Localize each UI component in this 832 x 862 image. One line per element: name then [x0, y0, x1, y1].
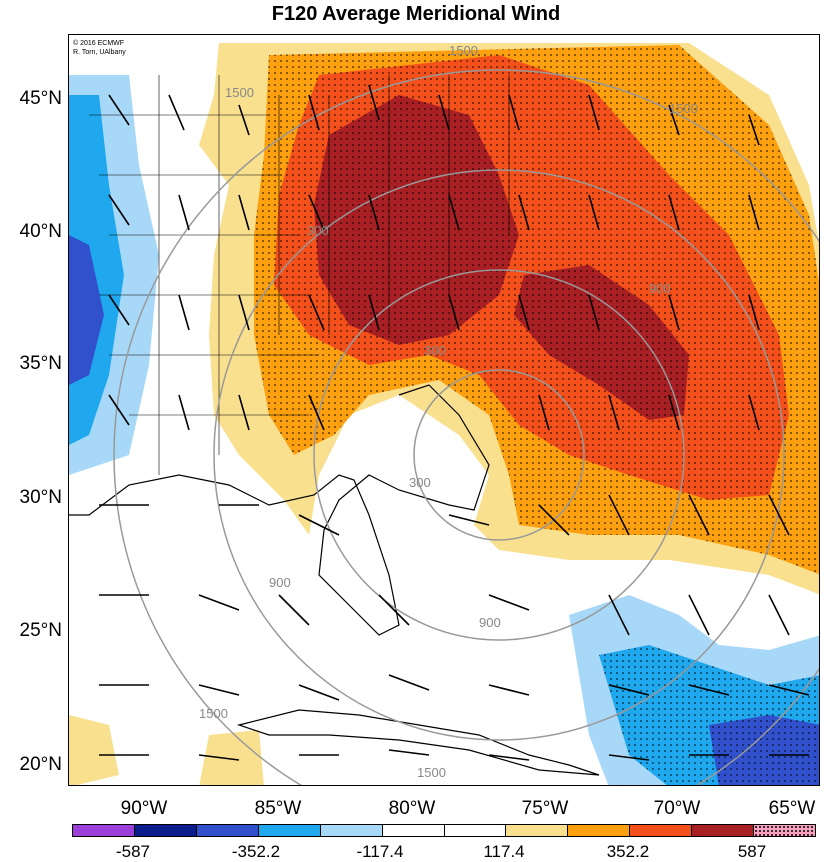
colorbar-label: -117.4 — [356, 842, 404, 861]
contour-label: 1500 — [449, 43, 478, 58]
credit-text: © 2016 ECMWF R. Torn, UAlbany — [73, 39, 126, 57]
contour-label: 300 — [409, 475, 431, 490]
map-panel: 1500 1500 1500 300 300 300 900 900 900 1… — [68, 34, 820, 786]
distance-rings — [113, 69, 819, 785]
colorbar-swatch — [134, 825, 197, 836]
contour-label: 900 — [269, 575, 291, 590]
colorbar-swatch — [73, 825, 135, 836]
wind-contour-neg352 — [69, 235, 104, 385]
lat-label-35: 35°N — [19, 353, 62, 374]
lat-label-20: 20°N — [19, 754, 62, 775]
lat-label-25: 25°N — [19, 620, 62, 641]
contour-label: 300 — [307, 223, 329, 238]
coastline-cuba — [236, 709, 600, 776]
colorbar-swatch — [506, 825, 569, 836]
map-canvas: 1500 1500 1500 300 300 300 900 900 900 1… — [69, 43, 819, 785]
colorbar-swatch — [444, 825, 507, 836]
colorbar-label: -352.2 — [231, 842, 281, 861]
colorbar-swatch — [320, 825, 383, 836]
colorbar-label: -587 — [115, 842, 151, 861]
lon-label-75: 75°W — [521, 798, 569, 819]
colorbar-swatch — [692, 825, 755, 836]
lon-label-85: 85°W — [254, 798, 302, 819]
lat-label-45: 45°N — [19, 88, 62, 109]
contour-label: 900 — [479, 615, 501, 630]
chart-title: F120 Average Meridional Wind — [271, 3, 561, 25]
wind-barbs — [99, 84, 810, 761]
contour-label: 1500 — [225, 85, 254, 100]
contour-label: 1500 — [669, 101, 698, 116]
wind-contour-sw — [69, 715, 264, 785]
contour-label: 1500 — [417, 765, 446, 780]
contour-label: 1500 — [199, 706, 228, 721]
credit-line-1: © 2016 ECMWF — [73, 40, 125, 47]
colorbar — [72, 824, 816, 837]
colorbar-label: 587 — [737, 842, 767, 861]
colorbar-swatch — [630, 825, 693, 836]
lat-label-40: 40°N — [19, 221, 62, 242]
colorbar-swatch — [754, 825, 816, 836]
colorbar-swatch — [382, 825, 445, 836]
contour-label: 900 — [649, 281, 671, 296]
lat-label-30: 30°N — [19, 487, 62, 508]
coastline — [69, 384, 490, 636]
colorbar-label: 352.2 — [606, 842, 650, 861]
lon-label-90: 90°W — [120, 798, 168, 819]
colorbar-swatch — [258, 825, 321, 836]
lon-label-65: 65°W — [768, 798, 816, 819]
colorbar-label: 117.4 — [483, 842, 525, 861]
colorbar-swatch — [568, 825, 631, 836]
contour-label: 300 — [424, 343, 446, 358]
lon-label-80: 80°W — [388, 798, 436, 819]
colorbar-swatch — [196, 825, 259, 836]
lon-label-70: 70°W — [653, 798, 701, 819]
credit-line-2: R. Torn, UAlbany — [73, 49, 126, 56]
stipple-overlay — [254, 45, 819, 785]
